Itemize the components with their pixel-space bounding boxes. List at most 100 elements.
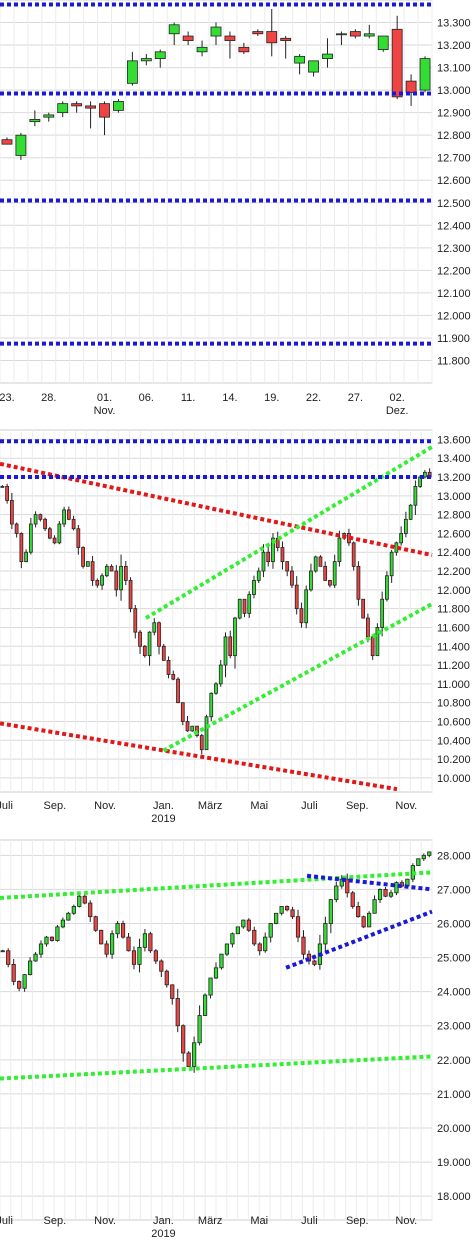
candle-down <box>133 608 138 633</box>
candle-up <box>268 923 273 938</box>
candle-up <box>322 53 333 59</box>
y-tick-label: 10.600 <box>437 716 471 728</box>
trend-line-green <box>0 870 433 900</box>
x-tick-label: 02. <box>390 392 405 404</box>
candle-up <box>115 923 120 935</box>
candle-down <box>131 950 137 965</box>
candle-up <box>33 514 38 525</box>
candle-down <box>90 561 95 581</box>
candle-down <box>170 984 175 999</box>
x-tick-label: 28. <box>41 392 56 404</box>
candle-up <box>332 561 337 586</box>
y-tick-label: 13.000 <box>437 85 471 97</box>
trend-line-blue <box>285 909 433 970</box>
candle-down <box>19 533 24 563</box>
y-tick-label: 12.200 <box>437 566 471 578</box>
candle-down <box>66 509 71 520</box>
candle-down <box>153 950 158 962</box>
y-tick-label: 25.000 <box>437 953 471 965</box>
x-tick-label: Jan. <box>153 1215 174 1227</box>
candle-up <box>62 509 66 525</box>
candle-up <box>38 943 44 955</box>
y-tick-label: 22.000 <box>437 1055 471 1067</box>
y-tick-label: 12.300 <box>437 243 471 255</box>
y-tick-label: 11.900 <box>437 333 470 345</box>
candle-down <box>350 892 355 907</box>
candle-up <box>274 912 279 924</box>
candle-down <box>242 598 247 614</box>
y-tick-label: 10.200 <box>437 754 471 766</box>
candle-up <box>271 537 275 563</box>
x-tick-label: 14. <box>222 392 237 404</box>
y-tick-label: 11.400 <box>437 641 470 653</box>
candle-up <box>57 103 69 114</box>
candle-up <box>218 664 223 685</box>
candle-down <box>312 960 317 965</box>
x-tick-label: Juli <box>0 800 13 812</box>
y-tick-label: 20.000 <box>437 1123 471 1135</box>
candle-down <box>356 906 361 918</box>
candle-down <box>252 31 264 35</box>
candle-down <box>176 678 180 704</box>
candle-down <box>266 31 278 44</box>
candle-up <box>126 60 138 84</box>
y-tick-label: 13.000 <box>437 491 471 503</box>
candle-down <box>148 933 153 952</box>
x-tick-label: Mai <box>250 800 268 812</box>
candle-up <box>110 933 115 955</box>
candle-down <box>76 528 81 548</box>
candle-up <box>427 851 432 856</box>
candle-down <box>351 542 356 567</box>
candle-up <box>152 622 157 633</box>
y-tick-label: 10.800 <box>437 698 471 710</box>
y-tick-label: 12.600 <box>437 528 471 540</box>
candle-up <box>389 551 394 577</box>
candle-down <box>328 580 332 586</box>
candle-up <box>28 523 33 553</box>
candle-down <box>5 486 9 501</box>
candle-down <box>47 528 52 539</box>
candle-down <box>159 960 164 972</box>
candle-up <box>375 627 380 657</box>
trend-line-red <box>0 461 433 558</box>
x-tick-label: 27. <box>348 392 363 404</box>
y-tick-label: 24.000 <box>437 987 471 999</box>
candle-up <box>223 636 228 666</box>
y-tick-label: 10.400 <box>437 735 471 747</box>
candle-down <box>246 919 251 931</box>
candle-down <box>366 617 370 638</box>
candle-down <box>285 561 290 572</box>
candle-up <box>233 617 237 657</box>
x-tick-label: Nov. <box>395 800 417 812</box>
candle-down <box>82 895 87 904</box>
candle-down <box>71 518 76 530</box>
candle-up <box>230 933 235 945</box>
x-tick-label: März <box>198 1215 222 1227</box>
candle-up <box>388 892 394 897</box>
candle-up <box>71 906 76 914</box>
candle-down <box>81 547 85 567</box>
candle-up <box>367 912 372 928</box>
candle-up <box>196 46 208 53</box>
candle-down <box>43 518 47 530</box>
candle-down <box>391 28 403 98</box>
candle-up <box>385 575 389 600</box>
candle-down <box>356 565 361 600</box>
candle-down <box>318 556 323 567</box>
candle-up <box>213 967 219 979</box>
y-tick-label: 12.700 <box>437 153 471 165</box>
candle-up <box>423 471 427 478</box>
candle-up <box>237 598 242 619</box>
x-tick-label: 01. <box>97 392 112 404</box>
candle-up <box>15 134 27 156</box>
candle-up <box>202 994 208 1016</box>
candle-up <box>416 858 421 866</box>
candle-down <box>120 923 126 938</box>
candle-up <box>421 854 426 860</box>
candle-up <box>241 919 246 928</box>
candle-up <box>336 33 347 36</box>
candle-down <box>290 570 294 586</box>
x-tick-label: 22. <box>306 392 321 404</box>
candle-up <box>24 551 28 563</box>
